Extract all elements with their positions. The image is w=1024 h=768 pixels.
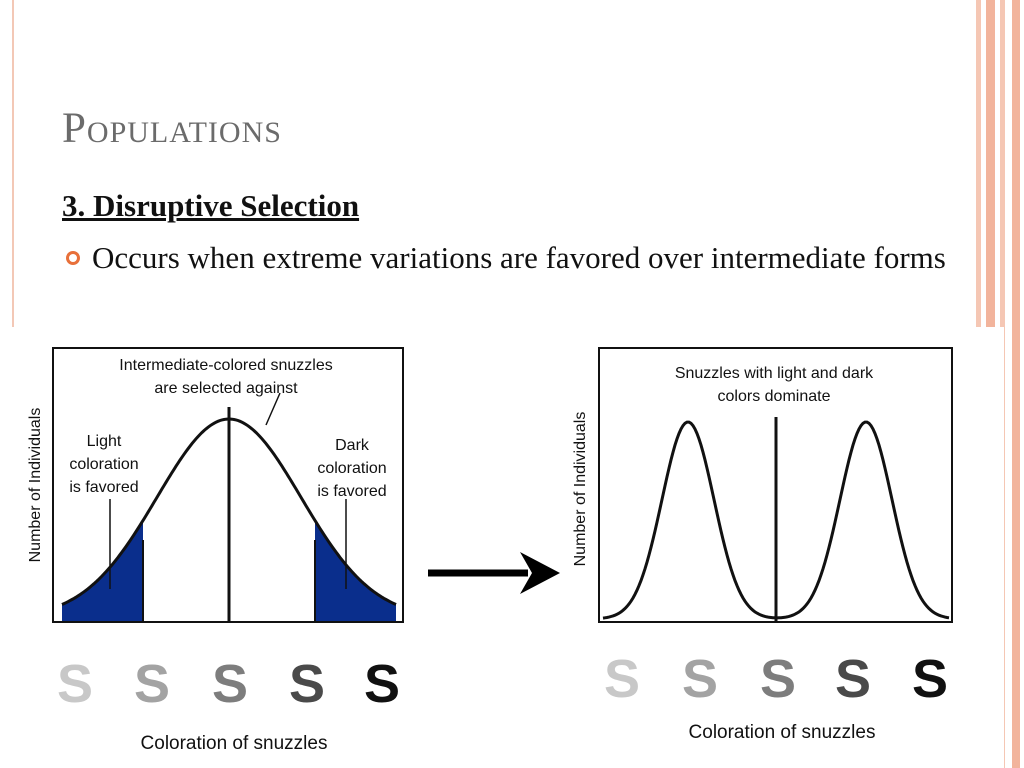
top-annotation-line-1: Intermediate-colored snuzzles: [119, 357, 332, 374]
right-plot-frame: [598, 347, 953, 623]
left-panel: Intermediate-colored snuzzles are select…: [27, 347, 404, 754]
shade-letter-4: S: [835, 649, 871, 709]
left-x-axis-label: Coloration of snuzzles: [141, 733, 328, 754]
fill-left-tail: [62, 520, 143, 621]
coloration-scale-left: S S S S S: [57, 654, 400, 714]
left-plot-frame: [52, 347, 404, 623]
right-annotation-line-3: is favored: [317, 483, 386, 500]
light-favored-region: [62, 520, 143, 621]
shade-letter-1: S: [57, 654, 93, 714]
right-y-axis-label: Number of Individuals: [572, 412, 589, 567]
shade-letter-3: S: [212, 654, 248, 714]
left-annotation-line-1: Light: [87, 433, 122, 450]
shade-letter-4: S: [289, 654, 325, 714]
slide-subtitle: 3. Disruptive Selection: [62, 188, 360, 223]
shade-letter-5: S: [364, 654, 400, 714]
left-annotation-line-2: coloration: [69, 456, 138, 473]
right-panel: Snuzzles with light and dark colors domi…: [572, 347, 953, 743]
shade-letter-5: S: [912, 649, 948, 709]
left-y-axis-label: Number of Individuals: [27, 408, 44, 563]
left-border-line: [12, 0, 14, 330]
right-x-axis-label: Coloration of snuzzles: [689, 722, 876, 743]
top-annotation-line-1: Snuzzles with light and dark: [675, 365, 874, 382]
fill-right-tail: [315, 520, 396, 621]
figure-svg: Intermediate-colored snuzzles are select…: [27, 347, 953, 754]
shade-letter-1: S: [604, 649, 640, 709]
left-annotation-line-3: is favored: [69, 479, 138, 496]
shade-letter-3: S: [760, 649, 796, 709]
bullet-text: Occurs when extreme variations are favor…: [92, 240, 946, 275]
shade-letter-2: S: [134, 654, 170, 714]
disruptive-selection-figure: Intermediate-colored snuzzles are select…: [0, 327, 1004, 768]
dark-favored-region: [315, 520, 396, 621]
slide-title: Populations: [62, 105, 282, 152]
bimodal-curve: [602, 420, 950, 620]
right-annotation-line-1: Dark: [335, 437, 370, 454]
top-annotation-line-2: are selected against: [154, 380, 298, 397]
top-annotation-line-2: colors dominate: [718, 388, 831, 405]
right-border-stripe: [1012, 0, 1020, 768]
bullet-circle-icon: [66, 251, 80, 265]
right-annotation-line-2: coloration: [317, 460, 386, 477]
arrow-icon: [428, 552, 560, 594]
pointer-line-intermediate: [265, 392, 281, 426]
shade-letter-2: S: [682, 649, 718, 709]
coloration-scale-right: S S S S S: [604, 649, 948, 709]
